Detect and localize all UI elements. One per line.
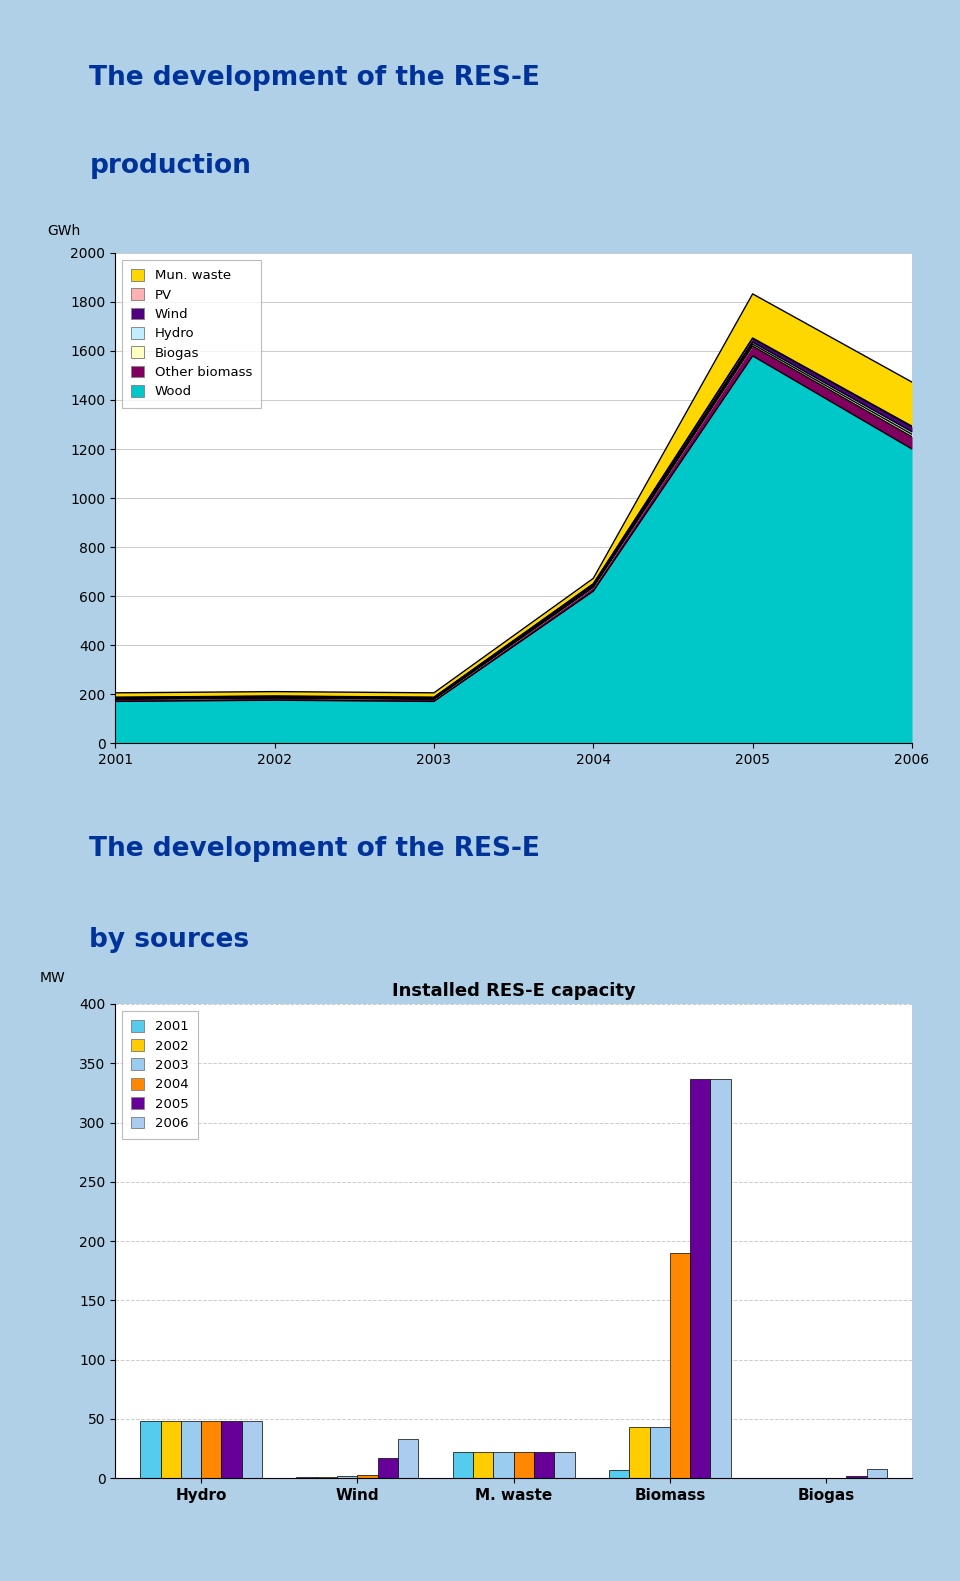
Bar — [554, 1451, 574, 1478]
Bar — [377, 1458, 398, 1478]
Bar — [453, 1451, 473, 1478]
Text: production: production — [89, 153, 252, 179]
Text: The development of the RES-E: The development of the RES-E — [89, 836, 540, 862]
Bar — [514, 1451, 534, 1478]
Legend: Mun. waste, PV, Wind, Hydro, Biogas, Other biomass, Wood: Mun. waste, PV, Wind, Hydro, Biogas, Oth… — [122, 259, 261, 408]
Bar — [242, 1421, 262, 1478]
Bar — [337, 1477, 357, 1478]
Bar — [140, 1421, 160, 1478]
Bar — [534, 1451, 554, 1478]
Bar — [160, 1421, 180, 1478]
Bar — [629, 1428, 650, 1478]
Bar — [690, 1078, 710, 1478]
Text: MW: MW — [39, 971, 65, 985]
Text: The development of the RES-E: The development of the RES-E — [89, 65, 540, 90]
Bar — [357, 1475, 377, 1478]
Legend: 2001, 2002, 2003, 2004, 2005, 2006: 2001, 2002, 2003, 2004, 2005, 2006 — [122, 1010, 198, 1140]
Bar — [847, 1477, 867, 1478]
Bar — [867, 1469, 887, 1478]
Bar — [180, 1421, 202, 1478]
Bar — [710, 1078, 731, 1478]
Bar — [670, 1252, 690, 1478]
Bar — [202, 1421, 222, 1478]
Bar — [473, 1451, 493, 1478]
Bar — [650, 1428, 670, 1478]
Bar — [222, 1421, 242, 1478]
Text: GWh: GWh — [47, 225, 81, 239]
Title: Installed RES-E capacity: Installed RES-E capacity — [392, 982, 636, 999]
Bar — [398, 1439, 419, 1478]
Bar — [609, 1470, 629, 1478]
Text: by sources: by sources — [89, 928, 250, 953]
Bar — [493, 1451, 514, 1478]
